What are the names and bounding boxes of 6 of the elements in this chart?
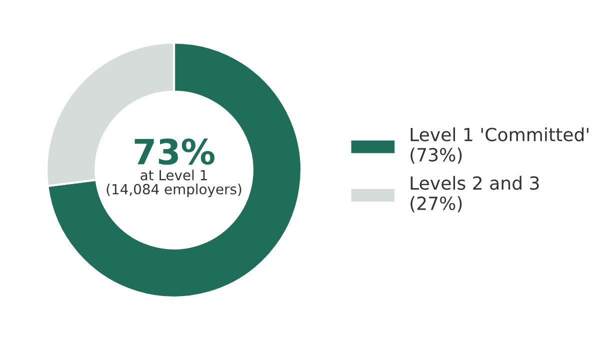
text: at Level 1 — [140, 170, 207, 180]
legend-label: Level 1 'Committed' (73%) — [410, 127, 588, 164]
donut-slice — [46, 42, 302, 298]
text: (14,084 employers) — [106, 184, 242, 198]
text: 73% — [134, 138, 214, 165]
legend-label: Levels 2 and 3 (27%) — [410, 176, 539, 212]
